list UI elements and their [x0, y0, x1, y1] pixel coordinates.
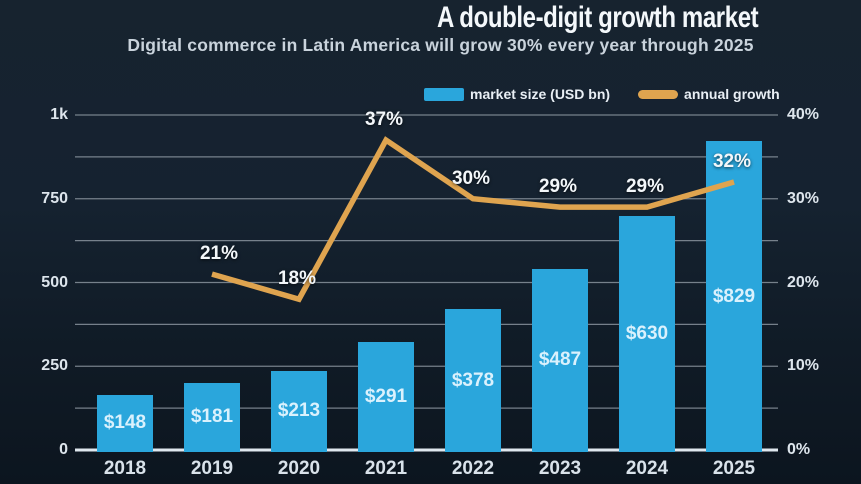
x-axis-label-2024: 2024: [625, 458, 669, 479]
right-axis-tick-0%: 0%: [787, 441, 811, 458]
x-axis-label-2019: 2019: [190, 458, 234, 479]
growth-point-label-2025: 32%: [712, 151, 752, 172]
legend-label-annual-growth: annual growth: [684, 86, 780, 102]
x-axis-label-2023: 2023: [538, 458, 582, 479]
left-axis-tick-1k: 1k: [50, 106, 68, 123]
bar-2020: $213: [271, 370, 327, 452]
left-axis-tick-500: 500: [41, 273, 68, 291]
growth-point-label-2024: 29%: [625, 176, 665, 198]
bar-2021: $291: [358, 341, 414, 452]
right-axis-tick-20%: 20%: [787, 273, 820, 291]
x-axis-label-2021: 2021: [364, 458, 408, 479]
growth-point-label-2020: 18%: [277, 268, 317, 290]
bar-value-label: $378: [451, 369, 495, 391]
bar-value-label: $181: [190, 406, 234, 428]
right-axis-tick-40%: 40%: [787, 106, 820, 123]
bar-value-label: $148: [103, 412, 147, 434]
bar-value-label: $630: [625, 322, 669, 344]
legend-label-market-size: market size (USD bn): [470, 86, 611, 102]
growth-point-label-2021: 37%: [364, 109, 404, 131]
x-axis-label-2020: 2020: [277, 458, 321, 479]
bar-2019: $181: [184, 382, 240, 452]
right-axis-tick-30%: 30%: [787, 189, 820, 207]
bar-2018: $148: [97, 394, 153, 452]
chart-legend: market size (USD bn) annual growth: [424, 86, 780, 102]
bar-2025: $829: [706, 141, 762, 452]
x-axis-label-2018: 2018: [103, 458, 147, 479]
bar-2024: $630: [619, 215, 675, 452]
x-axis-label-2022: 2022: [451, 458, 495, 479]
bar-value-label: $291: [364, 385, 408, 407]
bar-2023: $487: [532, 268, 588, 452]
chart-subtitle: Digital commerce in Latin America will g…: [127, 35, 754, 55]
legend-item-market-size: market size (USD bn): [424, 86, 610, 102]
growth-point-label-2023: 29%: [538, 176, 578, 198]
chart-title: A double-digit growth market: [437, 1, 759, 34]
legend-item-annual-growth: annual growth: [638, 86, 780, 102]
x-axis-label-2025: 2025: [712, 458, 756, 479]
bar-series-swatch-icon: [424, 87, 464, 101]
growth-point-label-2022: 30%: [451, 167, 491, 189]
bar-value-label: $213: [277, 400, 321, 422]
right-axis-tick-10%: 10%: [787, 357, 820, 375]
left-axis-tick-0: 0: [59, 441, 68, 458]
bar-value-label: $829: [712, 285, 756, 307]
bar-value-label: $487: [538, 349, 582, 371]
growth-point-label-2019: 21%: [199, 243, 239, 265]
line-series-swatch-icon: [638, 89, 679, 99]
left-axis-tick-250: 250: [41, 357, 68, 375]
annual-growth-line: [211, 136, 735, 303]
bar-2022: $378: [445, 309, 501, 452]
left-axis-tick-750: 750: [41, 189, 68, 207]
